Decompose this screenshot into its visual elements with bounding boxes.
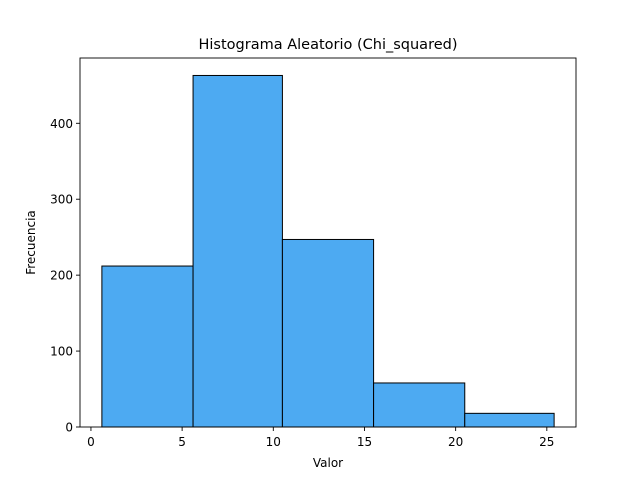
x-tick-label: 25: [539, 435, 554, 449]
y-axis: 0 100 200 300 400: [50, 117, 80, 435]
x-tick-label: 5: [178, 435, 186, 449]
plot-frame: [79, 57, 577, 428]
y-tick-label: 100: [50, 345, 73, 359]
chart-title: Histograma Aleatorio (Chi_squared): [198, 37, 457, 53]
histogram-bar-4: [373, 382, 466, 428]
y-tick-label: 400: [50, 117, 73, 131]
histogram-bar-5: [464, 412, 555, 428]
x-axis: 0 5 10 15 20 25: [87, 427, 554, 449]
x-tick-label: 15: [357, 435, 372, 449]
y-tick-label: 200: [50, 269, 73, 283]
histogram-bar-1: [101, 265, 194, 428]
y-tick-label: 300: [50, 193, 73, 207]
bars-group: [101, 74, 555, 428]
x-tick-label: 0: [87, 435, 95, 449]
histogram-bar-2: [192, 74, 283, 428]
histogram-bar-3: [281, 238, 375, 428]
y-tick-label: 0: [65, 421, 73, 435]
x-tick-label: 20: [448, 435, 463, 449]
x-axis-label: Valor: [313, 456, 343, 470]
y-axis-label: Frecuencia: [24, 210, 38, 275]
x-tick-label: 10: [266, 435, 281, 449]
